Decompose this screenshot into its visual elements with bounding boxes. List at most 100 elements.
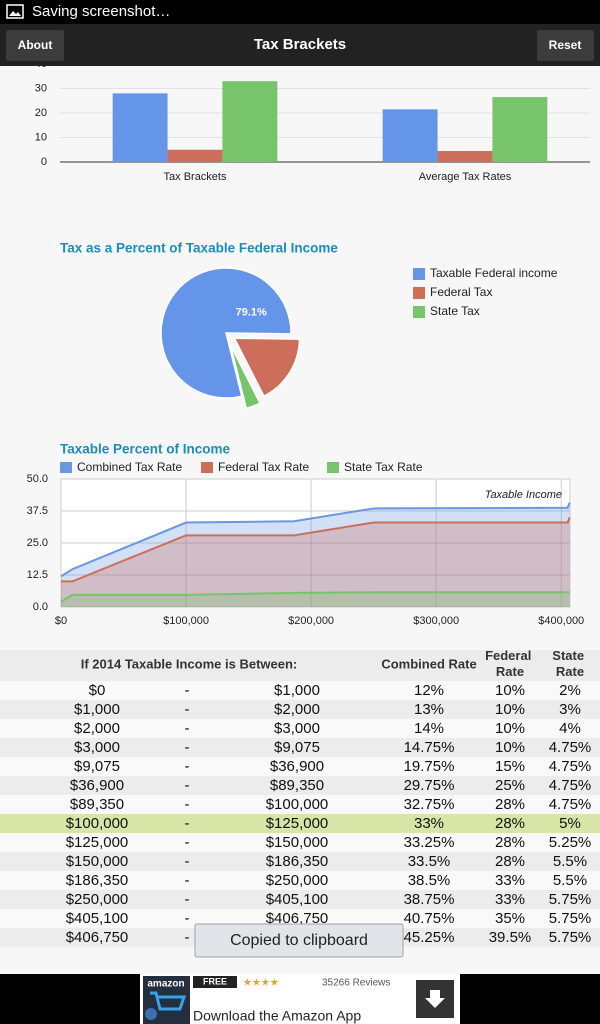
- pie-slice: [229, 344, 262, 410]
- reset-button[interactable]: [537, 30, 594, 61]
- table-cell: 28%: [495, 834, 525, 851]
- legend-label: Federal Tax Rate: [218, 460, 309, 474]
- area-fill: [61, 502, 570, 607]
- table-cell: $150,000: [266, 834, 329, 851]
- legend-swatch: [413, 287, 425, 299]
- table-cell: 4.75%: [549, 796, 592, 813]
- table-cell: $2,000: [274, 701, 320, 718]
- x-tick-label: Tax Brackets: [164, 171, 227, 183]
- table-cell: $89,350: [270, 777, 324, 794]
- reset-label[interactable]: Reset: [549, 38, 582, 52]
- table-cell: 14.75%: [404, 739, 455, 756]
- bar: [167, 149, 223, 162]
- table-cell: 3%: [559, 701, 581, 718]
- chart-title: Taxable Percent of Income: [60, 442, 231, 457]
- column-header: State Rate: [552, 648, 587, 679]
- table-cell: -: [185, 853, 190, 870]
- y-tick-label: 20: [35, 107, 47, 119]
- area-line: [61, 517, 571, 583]
- table-cell: -: [185, 758, 190, 775]
- table-cell: -: [185, 796, 190, 813]
- table-cell: -: [185, 720, 190, 737]
- table-cell: 4.75%: [549, 777, 592, 794]
- table-cell: -: [185, 739, 190, 756]
- y-tick-label: 10: [35, 131, 47, 143]
- table-row: [0, 700, 600, 719]
- y-tick-label: 0.0: [33, 601, 48, 613]
- area-fill: [61, 517, 570, 607]
- toast-text: Copied to clipboard: [230, 932, 368, 949]
- about-label[interactable]: About: [18, 38, 53, 52]
- table-cell: $250,000: [266, 872, 329, 889]
- table-cell: $0: [89, 682, 106, 699]
- table-cell: 14%: [414, 720, 444, 737]
- download-arrow: [425, 990, 445, 1008]
- table-cell: 5.75%: [549, 929, 592, 946]
- table-cell: $186,350: [266, 853, 329, 870]
- table-cell: $250,000: [66, 891, 129, 908]
- table-cell: 29.75%: [404, 777, 455, 794]
- table-cell: -: [185, 891, 190, 908]
- table-cell: $3,000: [74, 739, 120, 756]
- table-row: [0, 833, 600, 852]
- table-cell: 25%: [495, 777, 525, 794]
- column-header: Combined Rate: [381, 656, 476, 671]
- table-cell: -: [185, 872, 190, 889]
- table-cell: -: [185, 815, 190, 832]
- table-cell: 40.75%: [404, 910, 455, 927]
- bar: [112, 93, 168, 162]
- cart-icon: [150, 991, 187, 1011]
- table-cell: 33%: [414, 815, 444, 832]
- table-cell: -: [185, 910, 190, 927]
- y-tick-label: 12.5: [27, 569, 48, 581]
- y-tick-label: 25.0: [27, 537, 48, 549]
- ad-badge: [193, 976, 237, 988]
- table-row: [0, 719, 600, 738]
- table-cell: $406,750: [266, 910, 329, 927]
- table-cell: -: [185, 834, 190, 851]
- table-cell: 4.75%: [549, 739, 592, 756]
- area-line: [60, 591, 570, 603]
- table-row: [0, 795, 600, 814]
- x-tick-label: $400,000: [538, 615, 584, 627]
- table-cell: $36,900: [270, 758, 324, 775]
- table-cell: 45.25%: [404, 929, 455, 946]
- table-cell: 33.5%: [408, 853, 451, 870]
- table-cell: -: [185, 929, 190, 946]
- area-line: [60, 502, 571, 578]
- table-cell: $405,100: [66, 910, 129, 927]
- table-cell: $100,000: [66, 815, 129, 832]
- table-header-bg: [0, 650, 600, 681]
- column-header: If 2014 Taxable Income is Between:: [81, 656, 298, 671]
- x-tick-label: Average Tax Rates: [419, 171, 512, 183]
- about-button[interactable]: [6, 30, 64, 61]
- table-cell: $125,000: [266, 815, 329, 832]
- table-cell: -: [185, 701, 190, 718]
- y-tick-label: 37.5: [27, 505, 48, 517]
- table-row: [0, 814, 600, 833]
- chart-title: Tax as a Percent of Taxable Federal Inco…: [60, 241, 338, 256]
- table-cell: $3,000: [274, 720, 320, 737]
- legend-swatch: [327, 462, 339, 473]
- table-cell: 38.5%: [408, 872, 451, 889]
- bar: [437, 150, 493, 162]
- table-row: [0, 871, 600, 890]
- table-cell: $36,900: [70, 777, 124, 794]
- table-cell: 5.75%: [549, 910, 592, 927]
- table-cell: 33.25%: [404, 834, 455, 851]
- table-cell: $1,000: [74, 701, 120, 718]
- y-tick-label: 30: [35, 82, 47, 94]
- table-cell: 28%: [495, 815, 525, 832]
- table-cell: -: [185, 777, 190, 794]
- pie-slice: [233, 337, 301, 398]
- bar: [492, 97, 548, 162]
- table-cell: $9,075: [274, 739, 320, 756]
- table-cell: 35%: [495, 910, 525, 927]
- table-cell: 10%: [495, 720, 525, 737]
- ad-text: Download the Amazon App: [193, 1008, 361, 1024]
- table-cell: 10%: [495, 682, 525, 699]
- table-cell: 10%: [495, 701, 525, 718]
- table-cell: 5.5%: [553, 872, 587, 889]
